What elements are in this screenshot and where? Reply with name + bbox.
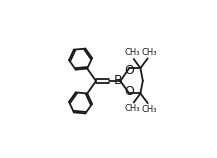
Text: O: O: [125, 64, 134, 77]
Text: CH₃: CH₃: [141, 48, 157, 57]
Text: CH₃: CH₃: [124, 48, 140, 57]
Text: CH₃: CH₃: [141, 105, 157, 114]
Text: B: B: [114, 74, 122, 87]
Text: CH₃: CH₃: [124, 104, 140, 113]
Text: O: O: [125, 85, 134, 98]
